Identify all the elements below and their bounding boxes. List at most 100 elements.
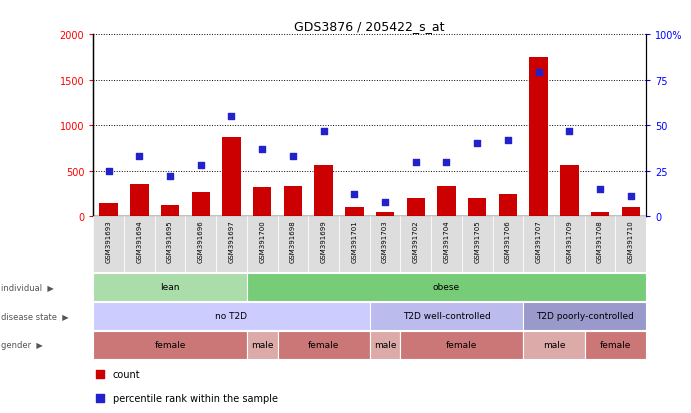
Point [226,114,237,120]
Text: GSM391708: GSM391708 [597,220,603,262]
Text: no T2D: no T2D [216,311,247,320]
Text: female: female [308,340,339,349]
Point [95,371,106,377]
Text: individual  ▶: individual ▶ [1,282,55,292]
Bar [406,199,425,217]
Bar [216,217,247,273]
Bar [591,212,609,217]
Bar [585,331,646,359]
Text: female: female [600,340,631,349]
Text: GSM391709: GSM391709 [567,220,572,262]
Bar [93,302,370,330]
Point [564,128,575,135]
Bar [370,217,400,273]
Bar [529,58,548,217]
Text: GSM391693: GSM391693 [106,220,112,262]
Text: GSM391704: GSM391704 [444,220,449,262]
Bar [370,331,400,359]
Text: GSM391705: GSM391705 [474,220,480,262]
Bar [462,217,493,273]
Bar [339,217,370,273]
Point [256,146,267,153]
Text: male: male [542,340,565,349]
Point [410,159,422,166]
Point [349,192,360,198]
Text: count: count [113,369,140,379]
Text: female: female [446,340,477,349]
Bar [247,331,278,359]
Text: male: male [251,340,274,349]
Point [472,141,483,147]
Title: GDS3876 / 205422_s_at: GDS3876 / 205422_s_at [294,19,445,33]
Text: gender  ▶: gender ▶ [1,340,44,349]
Text: GSM391694: GSM391694 [136,220,142,262]
Bar [124,217,155,273]
Bar [247,273,646,301]
Text: GSM391697: GSM391697 [229,220,234,262]
Bar [278,217,308,273]
Point [379,199,390,206]
Bar [400,217,431,273]
Text: GSM391703: GSM391703 [382,220,388,262]
Point [502,137,513,144]
Point [196,163,207,169]
Point [95,395,106,401]
Point [594,186,605,193]
Bar [523,302,646,330]
Point [625,194,636,200]
Bar [468,199,486,217]
Bar [400,331,523,359]
Bar [370,302,523,330]
Bar [493,217,523,273]
Bar [554,217,585,273]
Bar [499,195,517,217]
Text: T2D poorly-controlled: T2D poorly-controlled [536,311,634,320]
Bar [191,192,210,217]
Text: female: female [154,340,186,349]
Bar [616,217,646,273]
Bar [523,331,585,359]
Bar [161,205,179,217]
Bar [93,331,247,359]
Text: lean: lean [160,282,180,292]
Bar [185,217,216,273]
Bar [93,217,124,273]
Point [533,70,544,76]
Text: GSM391695: GSM391695 [167,220,173,262]
Bar [314,166,333,217]
Text: percentile rank within the sample: percentile rank within the sample [113,393,278,403]
Text: GSM391696: GSM391696 [198,220,204,262]
Point [441,159,452,166]
Bar [523,217,554,273]
Bar [93,273,247,301]
Text: GSM391700: GSM391700 [259,220,265,262]
Text: disease state  ▶: disease state ▶ [1,311,69,320]
Bar [223,138,240,217]
Text: GSM391706: GSM391706 [505,220,511,262]
Text: GSM391702: GSM391702 [413,220,419,262]
Text: GSM391701: GSM391701 [351,220,357,262]
Text: GSM391710: GSM391710 [627,220,634,262]
Text: male: male [374,340,397,349]
Bar [431,217,462,273]
Bar [130,185,149,217]
Text: obese: obese [433,282,460,292]
Bar [376,212,395,217]
Point [134,154,145,160]
Point [318,128,329,135]
Bar [621,208,640,217]
Bar [437,187,455,217]
Bar [308,217,339,273]
Bar [585,217,616,273]
Text: GSM391698: GSM391698 [290,220,296,262]
Text: GSM391699: GSM391699 [321,220,327,262]
Bar [253,188,272,217]
Point [287,154,299,160]
Point [164,173,176,180]
Bar [284,187,302,217]
Bar [278,331,370,359]
Bar [345,208,363,217]
Bar [100,203,118,217]
Bar [155,217,185,273]
Bar [247,217,278,273]
